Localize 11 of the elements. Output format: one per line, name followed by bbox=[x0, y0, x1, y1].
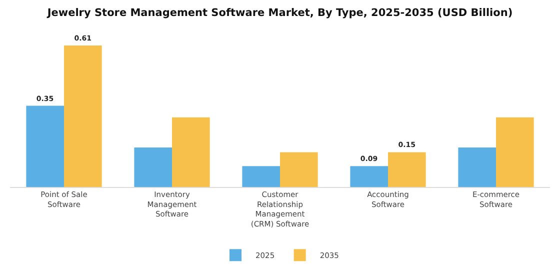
bar bbox=[172, 117, 210, 187]
bar bbox=[26, 106, 64, 187]
bar bbox=[280, 152, 318, 187]
bar bbox=[134, 148, 172, 187]
bar bbox=[458, 148, 496, 187]
chart-title: Jewelry Store Management Software Market, By Type, 2025-2035 (USD Billion) bbox=[46, 6, 513, 19]
bar bbox=[350, 166, 388, 187]
bar bbox=[242, 166, 280, 187]
bar bbox=[388, 152, 426, 187]
bar bbox=[64, 45, 102, 187]
bar bbox=[496, 117, 534, 187]
